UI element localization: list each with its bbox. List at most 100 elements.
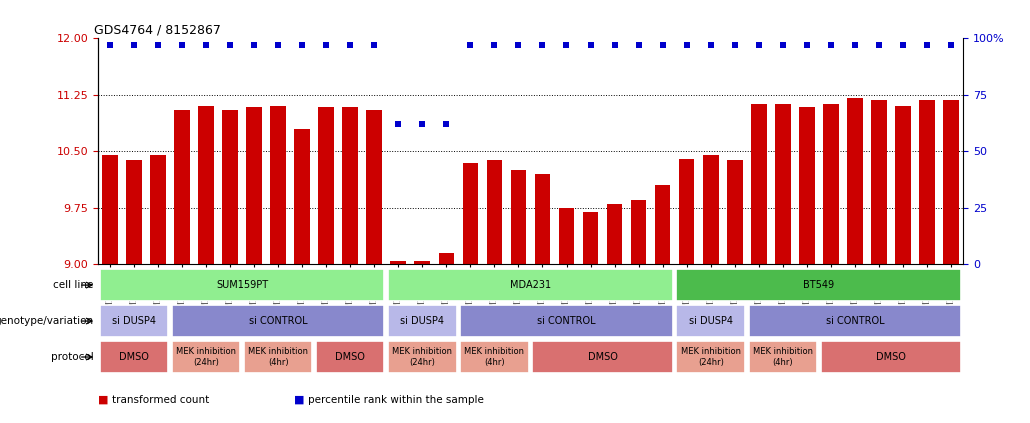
Text: si CONTROL: si CONTROL: [538, 316, 595, 326]
Bar: [847, 99, 863, 264]
Bar: [583, 212, 598, 264]
Bar: [150, 155, 166, 264]
Text: si CONTROL: si CONTROL: [249, 316, 307, 326]
Bar: [751, 104, 766, 264]
Point: [751, 41, 767, 48]
Point: [462, 41, 479, 48]
Text: MEK inhibition
(4hr): MEK inhibition (4hr): [248, 347, 308, 367]
Point: [726, 41, 743, 48]
Point: [679, 41, 695, 48]
Point: [294, 41, 310, 48]
Bar: [174, 110, 190, 264]
Bar: [222, 110, 238, 264]
Bar: [295, 129, 310, 264]
Bar: [823, 104, 838, 264]
Point: [919, 41, 935, 48]
Text: ■: ■: [294, 395, 304, 405]
Bar: [390, 261, 406, 264]
Text: SUM159PT: SUM159PT: [216, 280, 268, 290]
Bar: [414, 261, 431, 264]
Point: [198, 41, 214, 48]
Text: MEK inhibition
(4hr): MEK inhibition (4hr): [465, 347, 524, 367]
Point: [847, 41, 863, 48]
Bar: [799, 107, 815, 264]
Text: MEK inhibition
(4hr): MEK inhibition (4hr): [753, 347, 813, 367]
Bar: [316, 341, 384, 373]
Bar: [246, 107, 262, 264]
Bar: [388, 305, 456, 337]
Text: MEK inhibition
(24hr): MEK inhibition (24hr): [681, 347, 741, 367]
Bar: [511, 170, 526, 264]
Point: [607, 41, 623, 48]
Bar: [172, 305, 384, 337]
Bar: [677, 269, 961, 301]
Bar: [388, 341, 456, 373]
Bar: [198, 106, 214, 264]
Bar: [172, 341, 240, 373]
Point: [535, 41, 551, 48]
Text: transformed count: transformed count: [112, 395, 209, 405]
Point: [366, 41, 382, 48]
Point: [221, 41, 238, 48]
Point: [582, 41, 598, 48]
Text: MDA231: MDA231: [510, 280, 551, 290]
Text: ■: ■: [98, 395, 108, 405]
Point: [149, 41, 166, 48]
Text: si DUSP4: si DUSP4: [112, 316, 156, 326]
Text: genotype/variation: genotype/variation: [0, 316, 94, 326]
Bar: [558, 208, 575, 264]
Point: [414, 121, 431, 127]
Bar: [460, 305, 673, 337]
Text: DMSO: DMSO: [335, 352, 366, 362]
Point: [654, 41, 671, 48]
Text: si CONTROL: si CONTROL: [826, 316, 884, 326]
Text: MEK inhibition
(24hr): MEK inhibition (24hr): [176, 347, 236, 367]
Text: DMSO: DMSO: [118, 352, 149, 362]
Text: si DUSP4: si DUSP4: [401, 316, 444, 326]
Text: DMSO: DMSO: [587, 352, 618, 362]
Bar: [702, 155, 719, 264]
Point: [486, 41, 503, 48]
Bar: [102, 155, 117, 264]
Point: [558, 41, 575, 48]
Bar: [749, 341, 817, 373]
Bar: [655, 185, 671, 264]
Bar: [919, 100, 935, 264]
Bar: [100, 305, 168, 337]
Point: [510, 41, 526, 48]
Bar: [100, 269, 384, 301]
Text: protocol: protocol: [50, 352, 94, 362]
Bar: [749, 305, 961, 337]
Text: si DUSP4: si DUSP4: [689, 316, 732, 326]
Bar: [895, 106, 911, 264]
Text: cell line: cell line: [54, 280, 94, 290]
Bar: [677, 341, 745, 373]
Point: [390, 121, 407, 127]
Bar: [679, 159, 694, 264]
Point: [270, 41, 286, 48]
Point: [895, 41, 912, 48]
Point: [174, 41, 191, 48]
Point: [102, 41, 118, 48]
Bar: [607, 204, 622, 264]
Bar: [677, 305, 745, 337]
Bar: [460, 341, 528, 373]
Point: [798, 41, 815, 48]
Bar: [486, 160, 503, 264]
Bar: [535, 174, 550, 264]
Text: GDS4764 / 8152867: GDS4764 / 8152867: [94, 24, 220, 37]
Point: [630, 41, 647, 48]
Point: [438, 121, 454, 127]
Bar: [342, 107, 358, 264]
Bar: [388, 269, 673, 301]
Bar: [270, 106, 286, 264]
Point: [775, 41, 791, 48]
Bar: [533, 341, 673, 373]
Bar: [439, 253, 454, 264]
Text: DMSO: DMSO: [876, 352, 906, 362]
Point: [702, 41, 719, 48]
Bar: [318, 107, 334, 264]
Point: [823, 41, 839, 48]
Bar: [630, 200, 647, 264]
Bar: [462, 162, 478, 264]
